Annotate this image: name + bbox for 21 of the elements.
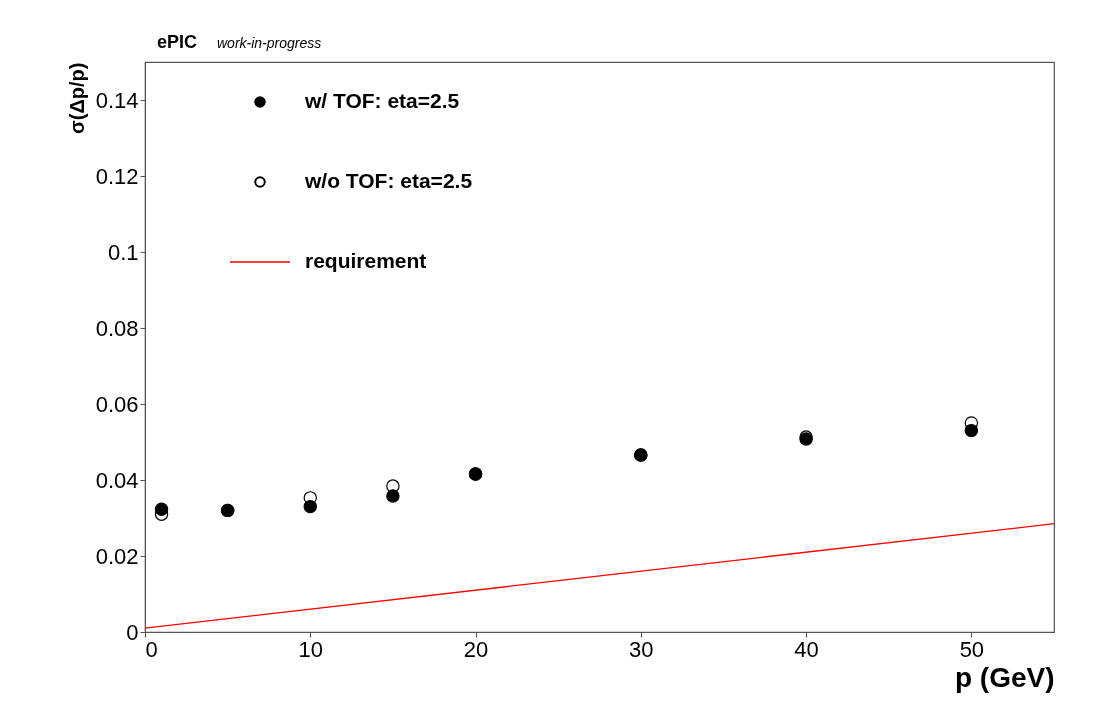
- y-tick-label: 0.06: [95, 391, 139, 417]
- y-tick-label: 0.08: [95, 315, 139, 341]
- y-tick-label: 0.02: [95, 543, 139, 569]
- x-tick-label: 10: [298, 636, 324, 662]
- x-tick-label: 0: [145, 636, 158, 662]
- chart-subtitle: work-in-progress: [217, 35, 322, 51]
- legend-label: w/ TOF: eta=2.5: [304, 89, 460, 112]
- chart-title: ePIC: [157, 32, 198, 52]
- y-tick-label: 0.14: [95, 87, 139, 113]
- x-tick-label: 20: [463, 636, 489, 662]
- x-tick-label: 40: [794, 636, 819, 662]
- x-axis-title: p (GeV): [954, 661, 1055, 693]
- legend-label: w/o TOF: eta=2.5: [304, 169, 473, 192]
- x-tick-label: 50: [959, 636, 985, 662]
- y-axis-title: σ(Δp/p): [65, 62, 88, 134]
- x-tick-label: 30: [629, 636, 654, 662]
- y-tick-label: 0.12: [95, 163, 139, 189]
- y-tick-label: 0.1: [107, 239, 139, 265]
- legend-label: requirement: [305, 249, 427, 272]
- y-tick-label: 0: [126, 619, 139, 645]
- y-tick-label: 0.04: [95, 467, 139, 493]
